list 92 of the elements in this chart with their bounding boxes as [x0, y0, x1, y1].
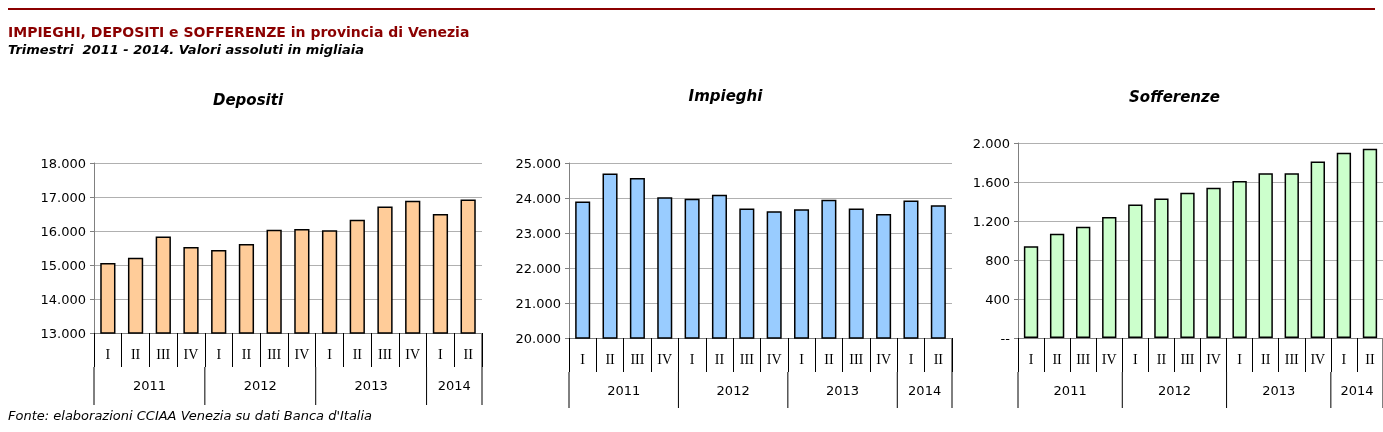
bar [1180, 192, 1195, 338]
x-tick-label: IV [1310, 351, 1326, 367]
text: 2013 [826, 382, 860, 398]
bar [1284, 173, 1299, 338]
y-tick-label: 13.000 [40, 325, 86, 341]
x-tick-label: I [908, 351, 914, 367]
y-tick-label: 2.000 [972, 135, 1010, 151]
bar [1362, 148, 1378, 338]
x-tick-label: IV [1206, 351, 1221, 367]
text: IMPIEGHI, DEPOSITI e SOFFERENZE in provincia di Venezia [8, 24, 470, 40]
y-tick-label: 14.000 [40, 291, 86, 307]
x-tick-label: IV [1101, 351, 1117, 367]
x-tick-label: III [630, 351, 645, 367]
bar [1232, 181, 1247, 338]
x-tick-label: I [327, 346, 333, 362]
y-tick-label: -- [1000, 330, 1011, 346]
x-tick-label: II [824, 351, 834, 367]
x-tick-label: I [799, 351, 805, 367]
text: 2011 [132, 377, 166, 393]
bar [1206, 187, 1221, 338]
y-tick-label: 17.000 [40, 189, 86, 205]
y-tick-label: 21.000 [515, 295, 561, 311]
y-tick-label: 16.000 [40, 223, 86, 239]
bar [1102, 217, 1117, 338]
x-tick-label: II [1261, 351, 1271, 367]
x-tick-label: II [352, 346, 363, 362]
x-tick-label: III [156, 346, 171, 362]
chart-title: Impieghi [688, 86, 764, 105]
x-tick-label: I [216, 346, 222, 362]
x-tick-label: III [1284, 351, 1300, 367]
x-tick-label: II [1052, 351, 1063, 367]
text: 2013 [1262, 382, 1296, 398]
y-tick-label: 400 [985, 291, 1010, 307]
text: 2014 [1340, 382, 1374, 398]
text: 2012 [1157, 382, 1191, 398]
x-tick-label: II [241, 346, 252, 362]
y-tick-label: 22.000 [515, 260, 561, 276]
bar [1258, 173, 1273, 338]
y-tick-label: 1.600 [972, 174, 1010, 190]
x-tick-label: II [463, 346, 474, 362]
text: 2013 [354, 377, 388, 393]
y-tick-label: 20.000 [515, 330, 561, 346]
x-tick-label: III [849, 351, 864, 367]
x-tick-label: III [378, 346, 393, 362]
text: 2011 [607, 382, 641, 398]
bar [1154, 198, 1169, 338]
x-tick-label: IV [294, 346, 310, 362]
chart-title: Sofferenze [1129, 87, 1220, 106]
bar [1310, 161, 1325, 338]
x-tick-label: III [1076, 351, 1091, 367]
y-tick-label: 24.000 [515, 190, 561, 206]
x-tick-label: I [1028, 351, 1034, 367]
source-note: Fonte: elaborazioni CCIAA Venezia su dati Banca d'Italia [8, 408, 373, 423]
x-tick-label: I [1237, 351, 1243, 367]
x-tick-label: II [933, 351, 944, 367]
x-tick-label: IV [876, 351, 891, 367]
x-tick-label: I [689, 351, 695, 367]
x-tick-label: IV [657, 351, 673, 367]
x-tick-label: II [605, 351, 616, 367]
x-tick-label: III [267, 346, 282, 362]
text: Trimestri 2011 - 2014. Valori assoluti in migliaia [8, 42, 364, 57]
x-tick-label: I [1341, 351, 1347, 367]
text: 2012 [243, 377, 277, 393]
text: 2012 [716, 382, 750, 398]
chart-title: Depositi [212, 90, 284, 109]
bar [1128, 204, 1143, 338]
y-tick-label: 800 [985, 252, 1010, 268]
text: 2011 [1053, 382, 1087, 398]
x-tick-label: II [714, 351, 725, 367]
x-tick-label: III [1180, 351, 1195, 367]
y-tick-label: 23.000 [515, 225, 561, 241]
x-tick-label: IV [405, 346, 421, 362]
x-tick-label: IV [766, 351, 782, 367]
x-tick-label: I [580, 351, 586, 367]
y-tick-label: 1.200 [972, 213, 1010, 229]
x-tick-label: I [438, 346, 444, 362]
bar [1049, 233, 1065, 338]
x-tick-label: II [1156, 351, 1167, 367]
y-tick-label: 25.000 [515, 155, 561, 171]
y-tick-label: 15.000 [40, 257, 86, 273]
y-tick-label: 18.000 [40, 155, 86, 171]
x-tick-label: II [130, 346, 141, 362]
x-tick-label: III [739, 351, 755, 367]
text: 2014 [437, 377, 471, 393]
bar [1023, 246, 1039, 338]
x-tick-label: I [1132, 351, 1138, 367]
bar [1076, 226, 1091, 338]
bar [1336, 152, 1352, 338]
x-tick-label: IV [183, 346, 199, 362]
text: 2014 [908, 382, 942, 398]
x-tick-label: II [1365, 351, 1375, 367]
x-tick-label: I [105, 346, 111, 362]
